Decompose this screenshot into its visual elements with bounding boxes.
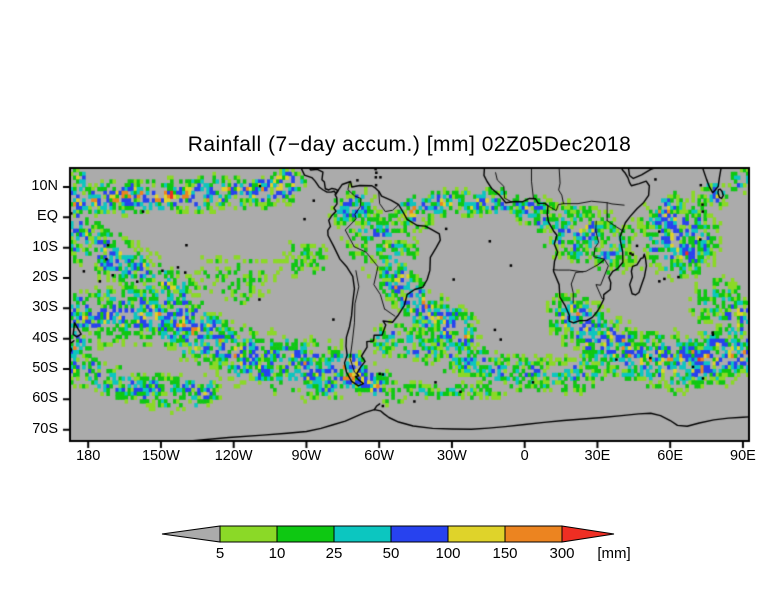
colorbar-unit-label: [mm] [597,545,631,562]
x-tick-label: 180 [76,448,101,464]
chart-title: Rainfall (7−day accum.) [mm] 02Z05Dec201… [187,133,632,156]
colorbar [161,525,615,543]
colorbar-tick-label: 300 [549,545,575,562]
colorbar-tick-label: 25 [325,545,343,562]
colorbar-segment [504,525,563,543]
y-tick-label: 50S [32,359,58,376]
colorbar-tick-label: 5 [215,545,225,562]
y-tick-label: 20S [32,268,58,285]
x-tick-label: 60W [364,448,395,464]
colorbar-over-arrow [561,525,615,543]
colorbar-tick-label: 50 [382,545,400,562]
y-tick-label: 10S [32,238,58,255]
x-tick-label: 60E [657,448,684,464]
colorbar-tick-label: 100 [435,545,461,562]
x-tick-label: 90E [730,448,756,464]
x-tick-label: 30E [584,448,611,464]
y-tick-label: EQ [37,208,58,225]
y-tick-label: 30S [32,299,58,316]
colorbar-tick-label: 150 [492,545,518,562]
y-tick-label: 60S [32,390,58,407]
x-tick-label: 0 [520,448,529,464]
x-tick-label: 120W [214,448,253,464]
colorbar-tick-label: 10 [268,545,286,562]
x-tick-label: 30W [437,448,467,464]
colorbar-under-arrow [161,525,221,543]
y-tick-label: 70S [32,420,58,437]
y-tick-label: 40S [32,329,58,346]
colorbar-segment [447,525,506,543]
rainfall-map-canvas [56,160,758,456]
colorbar-segment [333,525,392,543]
x-tick-label: 150W [141,448,180,464]
colorbar-segment [219,525,278,543]
y-tick-label: 10N [31,177,58,194]
x-tick-label: 90W [291,448,322,464]
colorbar-segment [276,525,335,543]
colorbar-segment [390,525,449,543]
